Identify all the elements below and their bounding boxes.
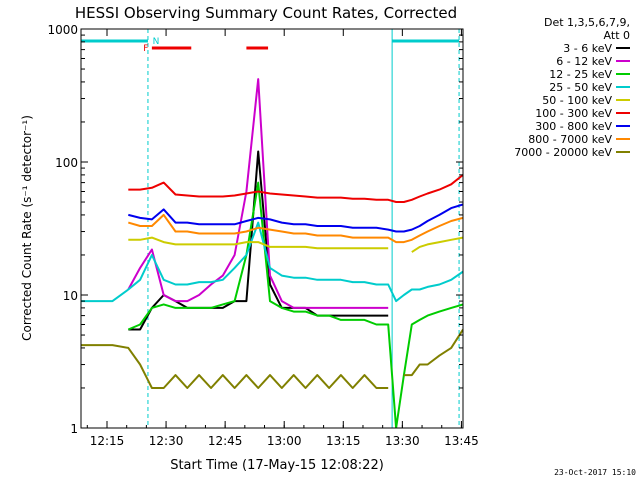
vertical-markers bbox=[80, 29, 460, 428]
x-tick-label-1: 12:30 bbox=[149, 434, 184, 448]
legend-label-3: 25 - 50 keV bbox=[549, 81, 612, 94]
legend-label-7: 800 - 7000 keV bbox=[528, 133, 612, 146]
flag-bars: FN bbox=[81, 37, 460, 54]
plot-frame bbox=[80, 28, 464, 429]
legend-label-8: 7000 - 20000 keV bbox=[514, 146, 612, 159]
flag-label-n: N bbox=[153, 37, 160, 47]
legend-header-line2: Att 0 bbox=[604, 29, 630, 42]
x-tick-label-0: 12:15 bbox=[90, 434, 125, 448]
legend-label-6: 300 - 800 keV bbox=[535, 120, 612, 133]
flag-label-2: F bbox=[143, 44, 148, 54]
series-line-5 bbox=[128, 174, 463, 203]
axes: 1 10 100 1000 12:15 12:30 12:45 13:00 13:15 13:30… bbox=[47, 23, 478, 448]
x-axis-label: Start Time (17-May-15 12:08:22) bbox=[170, 458, 384, 473]
series-line-2 bbox=[127, 181, 463, 428]
legend-label-4: 50 - 100 keV bbox=[542, 94, 612, 107]
x-tick-label-4: 13:15 bbox=[326, 434, 361, 448]
y-tick-label-0: 1 bbox=[70, 422, 78, 436]
legend-label-1: 6 - 12 keV bbox=[556, 55, 612, 68]
legend-label-0: 3 - 6 keV bbox=[563, 42, 612, 55]
series-line-6 bbox=[128, 203, 463, 233]
series-line-4 bbox=[128, 236, 463, 253]
legend-label-2: 12 - 25 keV bbox=[549, 68, 612, 81]
legend-header-line1: Det 1,3,5,6,7,9, bbox=[544, 16, 630, 29]
y-tick-label-1: 10 bbox=[63, 289, 78, 303]
series-line-3 bbox=[81, 221, 463, 303]
legend-label-5: 100 - 300 keV bbox=[535, 107, 612, 120]
series-line-1 bbox=[127, 78, 389, 309]
x-tick-label-6: 13:45 bbox=[444, 434, 479, 448]
y-tick-label-2: 100 bbox=[55, 156, 78, 170]
data-series bbox=[81, 78, 463, 428]
series-line-7 bbox=[128, 213, 463, 244]
x-tick-label-2: 12:45 bbox=[208, 434, 243, 448]
series-line-8 bbox=[81, 328, 463, 389]
x-tick-label-5: 13:30 bbox=[385, 434, 420, 448]
x-tick-label-3: 13:00 bbox=[267, 434, 302, 448]
footer-date: 23-Oct-2017 15:10 bbox=[554, 468, 636, 477]
series-line-0 bbox=[128, 150, 389, 331]
chart-title: HESSI Observing Summary Count Rates, Cor… bbox=[75, 4, 457, 22]
y-axis-label: Corrected Count Rate (s⁻¹ detector⁻¹) bbox=[20, 115, 34, 341]
y-tick-label-3: 1000 bbox=[47, 23, 78, 37]
